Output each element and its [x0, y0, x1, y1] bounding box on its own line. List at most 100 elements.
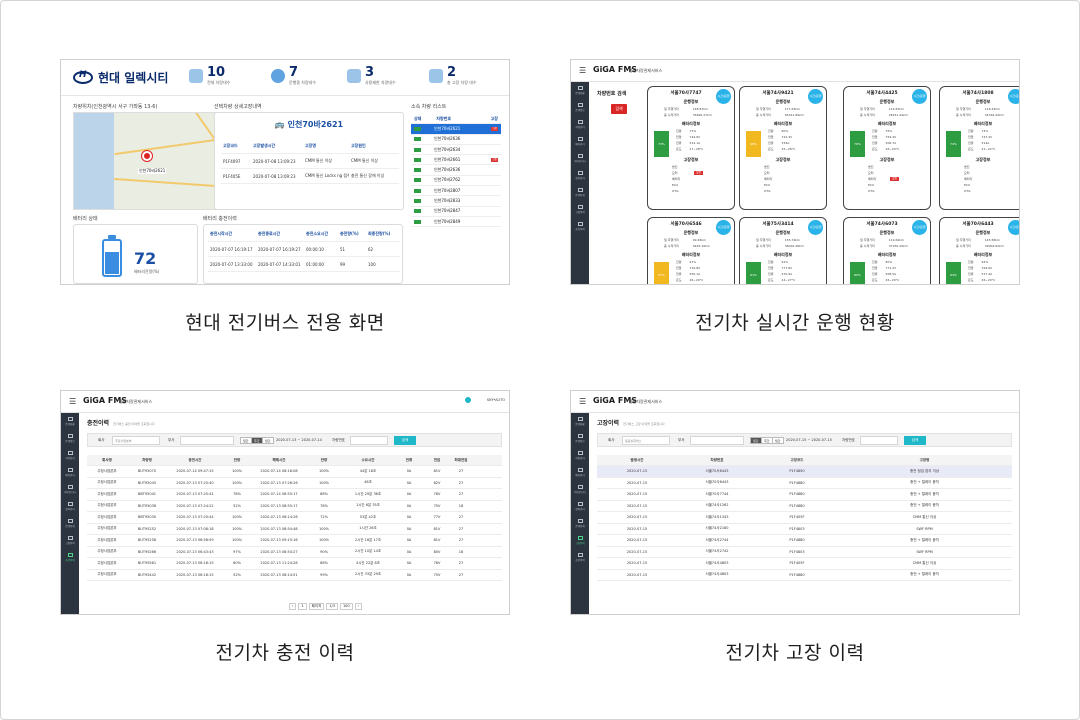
search-button[interactable]: 검색 — [394, 436, 416, 445]
column-header[interactable]: 고장코드 — [790, 457, 804, 462]
column-header[interactable]: 발생시간 — [630, 457, 644, 462]
list-item[interactable]: 인천70바2847 — [411, 207, 501, 217]
map-pin-icon[interactable] — [142, 151, 152, 161]
sidebar-item[interactable]: 차량모니터 — [61, 481, 79, 498]
sidebar-item[interactable]: 차량모니터 — [571, 481, 589, 498]
list-item[interactable]: 인천70바2833 — [411, 196, 501, 207]
table-row[interactable]: 2020-07-15 서울74사2744 P1F4880 충전 + 릴레이 융착 — [597, 535, 1012, 547]
dept-input[interactable] — [690, 436, 744, 445]
sidebar-item[interactable]: 충전이력 — [571, 218, 589, 235]
table-row[interactable]: 주정사업본부 BUT95442 2020-07-13 06:18:15 52% 2020… — [87, 570, 502, 581]
seg-day[interactable]: 일간 — [240, 437, 252, 444]
vehicle-card[interactable]: 서울74사9421 시간/운행 운행정보 일 주행거리 177.63km 총 누적거리 65… — [739, 86, 827, 210]
company-input[interactable]: 주정사업본부 — [112, 436, 160, 445]
table-row[interactable]: P1F4097 2020-07-08 13:09:23 CMM 통신 이상 CM… — [221, 154, 399, 169]
table-row[interactable]: 2020-07-07 13:33:00 2020-07-07 14:33:01 … — [208, 257, 400, 272]
sidebar-item[interactable]: 운행정보 — [61, 430, 79, 447]
sidebar-item[interactable]: 고장이력 — [61, 532, 79, 549]
sidebar-item[interactable]: 배차관리 — [571, 133, 589, 150]
table-row[interactable]: 2020-07-07 16:19:17 2020-07-07 16:19:27 … — [208, 242, 400, 257]
pager-item[interactable]: ‹ — [289, 603, 297, 610]
table-row[interactable]: 2020-07-15 서울74사4803 P1F4880 충전 + 릴레이 융착 — [597, 570, 1012, 581]
vehicle-card[interactable]: 서울70사6546 시간/운행 운행정보 일 주행거리 99.46km 총 누적거리 944… — [647, 217, 735, 284]
table-row[interactable]: 2020-07-15 서울70사7744 P1F4880 충전 + 릴레이 융착 — [597, 489, 1012, 501]
column-header[interactable]: 회사명 — [102, 457, 112, 462]
table-row[interactable]: 2020-07-15 서울74사2742 P1F4803 SWF RPM — [597, 547, 1012, 558]
column-header[interactable]: 차량번호 — [710, 457, 724, 462]
column-header[interactable]: 잔량 — [320, 457, 328, 462]
column-header[interactable]: 차량명 — [142, 457, 152, 462]
table-row[interactable]: 주정사업본부 BBT95041 2020-07-13 07:25:41 78% 2020… — [87, 489, 502, 501]
pager-item[interactable]: › — [354, 603, 363, 610]
table-row[interactable]: 2020-07-15 서울74사1262 P1F4880 충전 + 릴레이 융착 — [597, 501, 1012, 512]
table-row[interactable]: 2020-07-15 서울74사2180 P1F4803 SWF RPM — [597, 524, 1012, 535]
sidebar-item[interactable]: 차량관리 — [61, 447, 79, 464]
date-range[interactable]: 2020-07-15 ~ 2020-07-15 — [786, 438, 832, 442]
column-header[interactable]: 전류 — [405, 457, 413, 462]
sidebar-item[interactable]: 정비관리 — [571, 498, 589, 515]
pager-item[interactable]: 1 — [298, 603, 307, 610]
pager-item[interactable]: 1/3 — [326, 603, 338, 610]
sidebar-item[interactable]: 고장이력 — [571, 201, 589, 218]
sidebar-item[interactable]: 정비관리 — [571, 167, 589, 184]
sidebar-item[interactable]: 운행통계 — [61, 515, 79, 532]
search-button[interactable]: 검색 — [611, 104, 627, 114]
column-header[interactable]: 고장명 — [919, 457, 930, 462]
list-item[interactable]: 인천70바2634 — [411, 145, 501, 156]
company-input[interactable]: 동원상회버스 — [622, 436, 670, 445]
table-row[interactable]: 2020-07-15 서울70사6443 P1F4850 충전 점검 접지 이상 — [597, 466, 1012, 478]
table-row[interactable]: 2020-07-15 서울70사6443 P1F4880 충전 + 릴레이 융착 — [597, 478, 1012, 489]
list-item[interactable]: 인천70바2636 — [411, 165, 501, 176]
sidebar-item[interactable]: 정비관리 — [61, 498, 79, 515]
seg-month[interactable]: 월간 — [772, 437, 784, 444]
column-header[interactable]: 충전시간 — [188, 457, 202, 462]
table-row[interactable]: 주정사업본부 BBT95030 2020-07-13 07:20:44 100% 202… — [87, 512, 502, 524]
list-item[interactable]: 인천70바2661 고장 — [411, 155, 501, 166]
vehicle-card[interactable]: 서울70사7747 시간/운행 운행정보 일 주행거리 148.87km 총 누적거리 35… — [647, 86, 735, 210]
sidebar-item[interactable]: 운행통계 — [571, 184, 589, 201]
user-name[interactable]: SKY*AUTO — [486, 398, 505, 402]
table-row[interactable]: 주정사업본부 BUT95038 2020-07-13 07:24:22 52% 2020… — [87, 501, 502, 512]
sidebar-item[interactable]: 차량모니터 — [571, 150, 589, 167]
sidebar-item[interactable]: 고장이력 — [571, 532, 589, 549]
table-row[interactable]: 2020-07-15 서울74사1343 P1F405F CMM 통신 이상 — [597, 512, 1012, 524]
seg-month[interactable]: 월간 — [262, 437, 274, 444]
search-button[interactable]: 검색 — [904, 436, 926, 445]
date-range[interactable]: 2020-07-13 ~ 2020-07-14 — [276, 438, 322, 442]
column-header[interactable]: 해제시간 — [272, 457, 286, 462]
sidebar-item[interactable]: 충전이력 — [571, 549, 589, 566]
table-row[interactable]: 주정사업본부 BUT95070 2020-07-14 09:47:15 100% 202… — [87, 466, 502, 478]
vehicle-card[interactable]: 서울75사3414 시간/운행 운행정보 일 주행거리 155.74km 총 누적거리 38… — [739, 217, 827, 284]
table-row[interactable]: 주정사업본부 BUT95561 2020-07-13 06:18:15 60% 2020… — [87, 558, 502, 570]
sidebar-item[interactable]: 차량관리 — [571, 447, 589, 464]
sidebar-item[interactable]: 배차관리 — [571, 464, 589, 481]
table-row[interactable]: 주정사업본부 BUT95258 2020-07-13 06:58:59 100% 202… — [87, 535, 502, 547]
seg-week[interactable]: 주간 — [251, 437, 263, 444]
table-row[interactable]: P1F405E 2020-07-08 13:09:23 CMM 통신 Locks… — [221, 169, 399, 184]
menu-icon[interactable]: ☰ — [579, 397, 587, 406]
pager-item[interactable]: 페이지 — [308, 603, 325, 610]
notification-icon[interactable] — [465, 397, 471, 403]
sidebar-item[interactable]: 운행현황 — [61, 413, 79, 430]
list-item[interactable]: 인천70바2762 — [411, 176, 501, 187]
table-row[interactable]: 주정사업본부 BUT95045 2020-07-13 07:25:40 100% 202… — [87, 478, 502, 489]
menu-icon[interactable]: ☰ — [69, 397, 77, 406]
sidebar-item[interactable]: 운행현황 — [571, 82, 589, 99]
dept-input[interactable] — [180, 436, 234, 445]
list-item[interactable]: 인천70바2849 — [411, 217, 501, 228]
sidebar-item[interactable]: 운행현황 — [571, 413, 589, 430]
vehicle-input[interactable] — [860, 436, 898, 445]
list-item[interactable]: 인천70바2807 — [411, 186, 501, 197]
list-item[interactable]: 인천70바2636 — [411, 135, 501, 145]
column-header[interactable]: 최대전압 — [454, 457, 468, 462]
sidebar-item[interactable]: 충전이력 — [61, 549, 79, 566]
table-row[interactable]: 주정사업본부 BUT95252 2020-07-13 07:08:18 100% 202… — [87, 524, 502, 535]
list-item[interactable]: 인천70바2621 고장 — [411, 124, 501, 135]
seg-week[interactable]: 주간 — [761, 437, 773, 444]
seg-day[interactable]: 일간 — [750, 437, 762, 444]
vehicle-input[interactable] — [350, 436, 388, 445]
sidebar-item[interactable]: 배차관리 — [61, 464, 79, 481]
table-row[interactable]: 주정사업본부 BUT95266 2020-07-13 06:43:43 97% 2020… — [87, 547, 502, 558]
